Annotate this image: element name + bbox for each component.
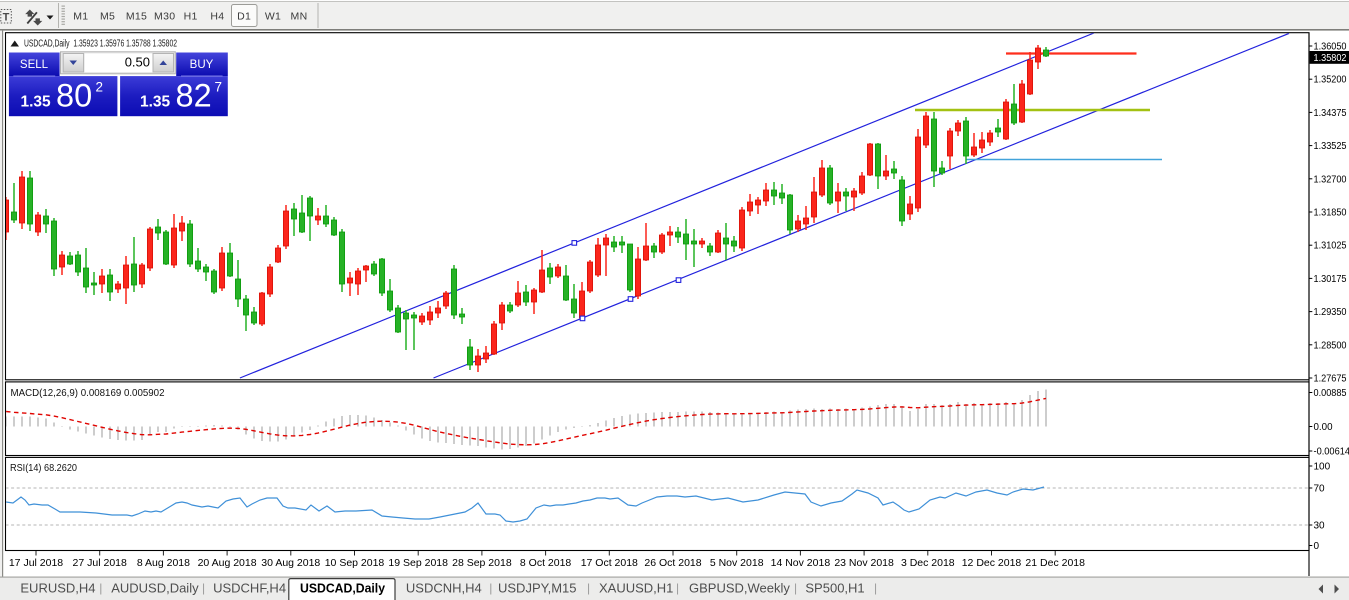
- svg-text:MN: MN: [291, 11, 308, 23]
- svg-text:28 Sep 2018: 28 Sep 2018: [452, 557, 512, 569]
- svg-text:T: T: [3, 12, 10, 24]
- svg-text:1.30175: 1.30175: [1314, 274, 1347, 285]
- svg-text:1.32700: 1.32700: [1314, 174, 1347, 185]
- svg-text:1.31850: 1.31850: [1314, 208, 1347, 219]
- svg-text:1.35: 1.35: [140, 94, 171, 111]
- svg-text:AUDUSD,Daily: AUDUSD,Daily: [111, 581, 199, 596]
- svg-text:|: |: [489, 581, 492, 595]
- svg-text:|: |: [99, 581, 102, 595]
- svg-text:1.35200: 1.35200: [1314, 75, 1347, 86]
- svg-text:17 Jul 2018: 17 Jul 2018: [9, 557, 63, 569]
- svg-text:1.33525: 1.33525: [1314, 141, 1347, 152]
- svg-text:M30: M30: [154, 11, 175, 23]
- svg-text:1.28500: 1.28500: [1314, 340, 1347, 351]
- svg-text:SP500,H1: SP500,H1: [805, 581, 864, 596]
- svg-text:RSI(14) 68.2620: RSI(14) 68.2620: [10, 462, 77, 474]
- svg-text:|: |: [587, 581, 590, 595]
- svg-text:|: |: [676, 581, 679, 595]
- svg-text:W1: W1: [265, 11, 281, 23]
- svg-text:2: 2: [96, 80, 104, 95]
- svg-text:0: 0: [1314, 541, 1320, 552]
- svg-text:30 Aug 2018: 30 Aug 2018: [261, 557, 320, 569]
- svg-text:1.29350: 1.29350: [1314, 307, 1347, 318]
- svg-text:1.35802: 1.35802: [1314, 53, 1347, 64]
- svg-text:M1: M1: [73, 11, 88, 23]
- svg-text:21 Dec 2018: 21 Dec 2018: [1025, 557, 1085, 569]
- svg-text:0.50: 0.50: [125, 55, 150, 70]
- svg-text:30: 30: [1314, 521, 1326, 532]
- svg-text:7: 7: [215, 80, 223, 95]
- svg-text:3 Dec 2018: 3 Dec 2018: [901, 557, 955, 569]
- svg-text:BUY: BUY: [190, 59, 214, 71]
- svg-text:H1: H1: [184, 11, 198, 23]
- svg-text:82: 82: [176, 78, 212, 114]
- svg-text:8 Aug 2018: 8 Aug 2018: [137, 557, 190, 569]
- svg-text:27 Jul 2018: 27 Jul 2018: [73, 557, 127, 569]
- svg-text:|: |: [202, 581, 205, 595]
- svg-text:1.36050: 1.36050: [1314, 42, 1347, 53]
- svg-text:1.34375: 1.34375: [1314, 108, 1347, 119]
- svg-text:GBPUSD,Weekly: GBPUSD,Weekly: [689, 581, 790, 596]
- svg-text:H4: H4: [210, 11, 224, 23]
- svg-text:D1: D1: [237, 11, 251, 23]
- svg-text:10 Sep 2018: 10 Sep 2018: [325, 557, 385, 569]
- svg-text:USDCAD,Daily 1.35923 1.35976: USDCAD,Daily 1.35923 1.35976 1.35788 1.3…: [24, 39, 177, 50]
- svg-text:12 Dec 2018: 12 Dec 2018: [962, 557, 1022, 569]
- svg-text:MACD(12,26,9) 0.008169 0.00590: MACD(12,26,9) 0.008169 0.005902: [11, 387, 165, 399]
- svg-text:8 Oct 2018: 8 Oct 2018: [520, 557, 572, 569]
- svg-text:XAUUSD,H1: XAUUSD,H1: [599, 581, 673, 596]
- svg-text:M5: M5: [100, 11, 115, 23]
- svg-text:|: |: [794, 581, 797, 595]
- svg-text:19 Sep 2018: 19 Sep 2018: [388, 557, 448, 569]
- svg-text:20 Aug 2018: 20 Aug 2018: [198, 557, 257, 569]
- svg-text:EURUSD,H4: EURUSD,H4: [20, 581, 95, 596]
- svg-text:SELL: SELL: [20, 59, 49, 71]
- svg-text:70: 70: [1314, 484, 1326, 495]
- svg-text:USDCNH,H4: USDCNH,H4: [406, 581, 482, 596]
- svg-text:USDCHF,H4: USDCHF,H4: [213, 581, 286, 596]
- svg-text:-0.00614: -0.00614: [1314, 447, 1349, 458]
- svg-text:23 Nov 2018: 23 Nov 2018: [834, 557, 894, 569]
- svg-text:M15: M15: [126, 11, 147, 23]
- svg-text:1.31025: 1.31025: [1314, 241, 1347, 252]
- svg-text:USDCAD,Daily: USDCAD,Daily: [300, 582, 385, 596]
- svg-text:26 Oct 2018: 26 Oct 2018: [644, 557, 701, 569]
- svg-text:14 Nov 2018: 14 Nov 2018: [771, 557, 831, 569]
- svg-text:USDJPY,M15: USDJPY,M15: [498, 581, 577, 596]
- svg-text:0.00: 0.00: [1314, 422, 1333, 433]
- svg-text:|: |: [874, 581, 877, 595]
- svg-text:80: 80: [56, 78, 92, 114]
- svg-text:0.00885: 0.00885: [1314, 388, 1347, 399]
- svg-text:100: 100: [1314, 462, 1331, 473]
- svg-text:1.27675: 1.27675: [1314, 374, 1347, 385]
- svg-text:17 Oct 2018: 17 Oct 2018: [581, 557, 638, 569]
- svg-text:5 Nov 2018: 5 Nov 2018: [710, 557, 764, 569]
- svg-text:1.35: 1.35: [21, 94, 52, 111]
